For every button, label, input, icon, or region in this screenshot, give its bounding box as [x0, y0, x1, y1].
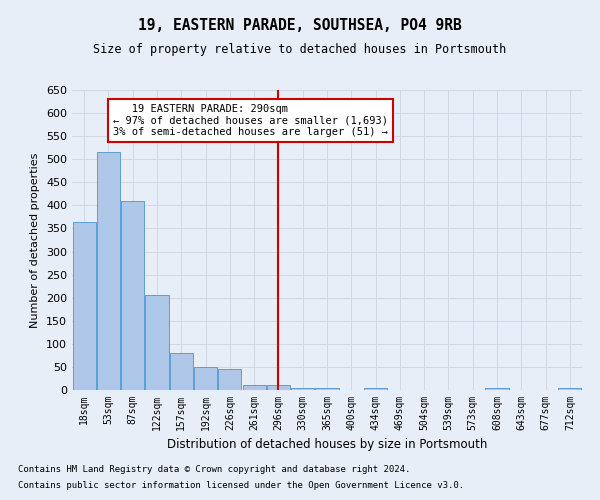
Text: 19 EASTERN PARADE: 290sqm
← 97% of detached houses are smaller (1,693)
3% of sem: 19 EASTERN PARADE: 290sqm ← 97% of detac… [113, 104, 388, 137]
Bar [73, 222, 95, 390]
Bar [145, 296, 169, 390]
Text: Size of property relative to detached houses in Portsmouth: Size of property relative to detached ho… [94, 42, 506, 56]
Bar [291, 388, 314, 390]
Y-axis label: Number of detached properties: Number of detached properties [31, 152, 40, 328]
Bar [242, 386, 266, 390]
X-axis label: Distribution of detached houses by size in Portsmouth: Distribution of detached houses by size … [167, 438, 487, 452]
Text: Contains HM Land Registry data © Crown copyright and database right 2024.: Contains HM Land Registry data © Crown c… [18, 466, 410, 474]
Bar [97, 152, 120, 390]
Bar [316, 388, 338, 390]
Bar [170, 353, 193, 390]
Bar [218, 369, 241, 390]
Bar [267, 386, 290, 390]
Text: Contains public sector information licensed under the Open Government Licence v3: Contains public sector information licen… [18, 480, 464, 490]
Bar [194, 367, 217, 390]
Bar [559, 388, 581, 390]
Bar [485, 388, 509, 390]
Bar [364, 388, 387, 390]
Text: 19, EASTERN PARADE, SOUTHSEA, PO4 9RB: 19, EASTERN PARADE, SOUTHSEA, PO4 9RB [138, 18, 462, 32]
Bar [121, 201, 144, 390]
